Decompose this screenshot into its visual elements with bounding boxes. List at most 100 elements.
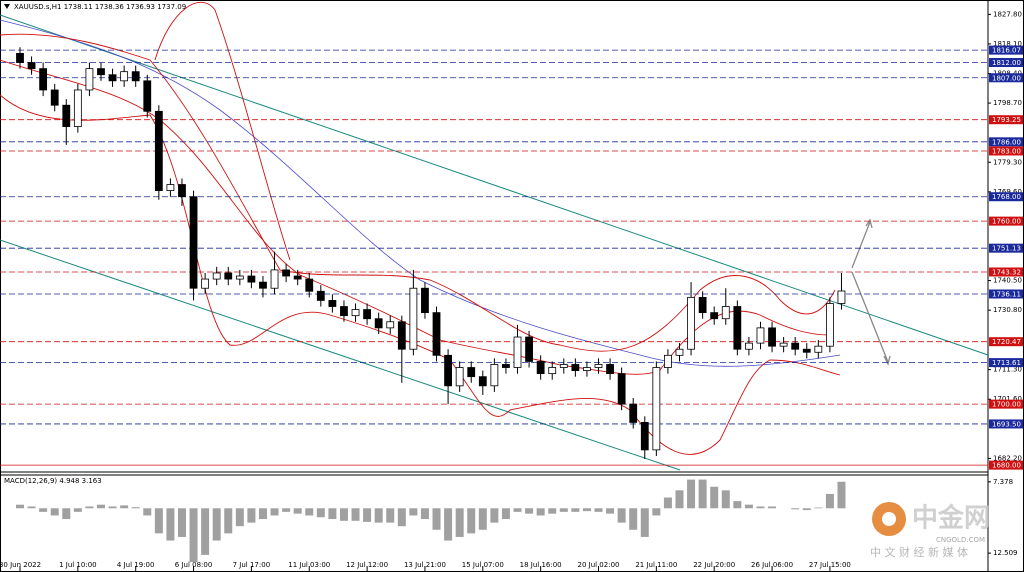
macd-bar [571,508,580,512]
macd-bar [814,507,823,509]
x-tick-label: 7 Jul 17:00 [233,561,271,569]
macd-bar [710,486,719,509]
level-box [989,267,1023,277]
candle-body [594,364,603,368]
macd-bar [525,508,534,514]
level-label: 1768.00 [992,193,1021,201]
candle-body [721,306,730,320]
candle-body [50,89,59,106]
candle-body [698,296,707,314]
candle-body [779,342,788,347]
candle-body [525,336,533,362]
macd-bar [282,508,291,512]
candle-body [316,290,325,301]
candle-body [490,364,499,387]
macd-bar [39,508,48,512]
x-tick-label: 26 Jul 06:00 [751,561,793,569]
candle-body [432,312,441,356]
candle-body [351,309,360,317]
macd-bar [640,508,649,537]
macd-bar [166,508,175,541]
candle-body [143,80,152,112]
x-tick-label: 13 Jul 21:00 [404,561,446,569]
x-tick-label: 20 Jul 02:00 [578,561,620,569]
level-box [989,289,1023,299]
macd-bar [455,508,464,537]
macd-bar [825,493,834,509]
y-tick-label: 1682.20 [993,454,1022,462]
macd-bar [270,508,279,516]
candle-body [455,367,464,387]
candle-body [270,269,279,289]
x-tick-label: 15 Jul 07:00 [462,561,504,569]
level-label: 1751.13 [992,245,1021,253]
watermark-site: CNGOLD.COM [936,536,985,544]
candle-body [421,287,429,314]
y-tick-label: 1740.50 [993,277,1022,285]
macd-tick-label: 12.509 [993,549,1018,557]
level-label: 1680.00 [992,462,1021,470]
level-label: 1760.00 [992,218,1021,226]
macd-bar [328,508,337,520]
macd-bar [802,508,811,511]
level-box [989,137,1023,147]
candle-body [629,403,638,423]
candle-body [768,327,776,347]
macd-tick-label: 7.378 [993,478,1013,486]
y-tick-label: 1818.10 [993,40,1022,48]
candle-body [328,300,337,307]
x-tick-label: 18 Jul 16:00 [520,561,562,569]
macd-bar [131,507,140,509]
level-label: 1793.25 [992,116,1021,124]
candle-body [212,272,221,280]
macd-bar [120,505,129,509]
macd-bar [721,490,730,509]
watermark-slogan: 中 文 财 经 新 媒 体 [870,545,968,559]
macd-bar [27,506,36,509]
watermark: 中金网 CNGOLD.COM 中 文 财 经 新 媒 体 [870,502,990,559]
y-tick-label: 1701.60 [993,395,1022,403]
candle-body [837,290,846,304]
candle-body [108,74,117,82]
macd-bar [189,508,198,563]
level-label: 1700.00 [992,401,1021,409]
level-label: 1807.00 [992,74,1021,82]
macd-bar [235,508,244,527]
macd-bar [791,508,800,510]
y-tick-label: 1711.30 [993,366,1022,374]
macd-bar [548,508,557,514]
macd-bar [687,479,696,509]
level-box [989,58,1023,68]
macd-bar [316,508,325,518]
candle-body [513,336,522,368]
y-tick-label: 1779.30 [993,158,1022,166]
candle-body [409,287,418,350]
candle-body [305,278,314,292]
level-label: 1720.47 [992,338,1021,346]
macd-bar [96,504,105,509]
macd-bar [837,481,846,509]
candle-body [502,364,510,368]
candle-body [363,309,372,320]
candle-body [201,278,210,289]
x-tick-label: 6 Jul 08:00 [175,561,213,569]
macd-label: MACD(12,26,9) 4.948 3.163 [4,477,102,485]
macd-bar [258,508,267,520]
candle-body [814,345,823,353]
macd-bar [16,504,24,509]
candle-body [340,306,348,317]
level-box [989,73,1023,83]
macd-bar [744,504,753,509]
macd-bar [374,508,383,523]
macd-bar [629,508,638,530]
candle-body [756,327,765,344]
candle-body [97,68,105,76]
candle-body [386,321,395,329]
channel-line [0,14,989,356]
macd-bar [363,508,372,522]
x-tick-label: 1 Jul 10:00 [59,561,97,569]
candle-body [687,296,695,350]
macd-bar [501,508,510,520]
y-tick-label: 1730.80 [993,306,1022,314]
x-tick-label: 4 Jul 19:00 [117,561,155,569]
